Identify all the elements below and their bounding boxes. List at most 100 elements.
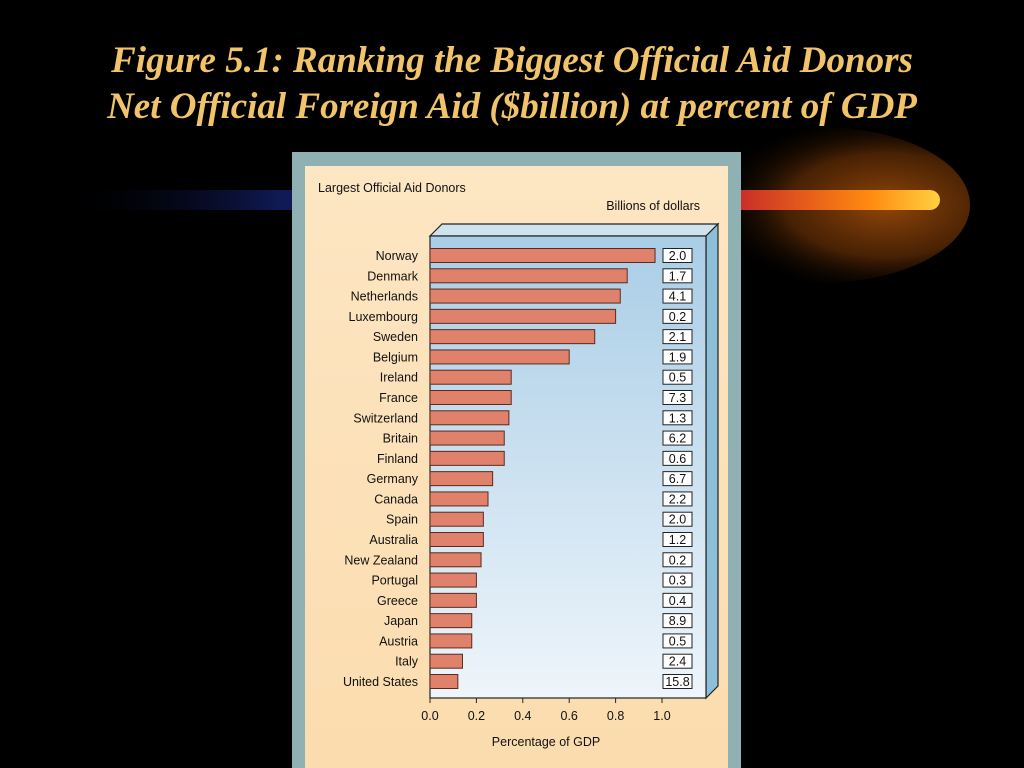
billions-value: 1.3 bbox=[669, 411, 686, 425]
bar-greece bbox=[429, 592, 477, 608]
bar-new-zealand bbox=[429, 552, 482, 568]
billions-value-box bbox=[662, 511, 693, 527]
billions-value-box bbox=[662, 349, 693, 365]
bar-denmark bbox=[429, 268, 628, 284]
bar-australia bbox=[429, 532, 484, 547]
bar-japan bbox=[429, 613, 473, 629]
billions-value-box bbox=[662, 552, 693, 568]
category-label: Denmark bbox=[367, 269, 418, 283]
bar-switzerland bbox=[429, 410, 510, 426]
slide-title: Figure 5.1: Ranking the Biggest Official… bbox=[0, 38, 1024, 130]
billions-value: 1.9 bbox=[669, 350, 686, 364]
x-tick-label: 0.6 bbox=[561, 709, 578, 723]
billions-value: 4.1 bbox=[669, 290, 686, 304]
billions-value-box bbox=[662, 268, 693, 284]
category-label: Switzerland bbox=[353, 411, 418, 425]
category-label: Netherlands bbox=[351, 290, 418, 304]
billions-values: 2.0 1.7 4.1 0.2 2.1 1.9 0.5 7.3 1.3 6.2 0.6 6.7 2.2 2… bbox=[662, 248, 693, 689]
bar-netherlands bbox=[429, 288, 621, 304]
bars-group bbox=[429, 248, 656, 689]
billions-value: 0.3 bbox=[669, 574, 686, 588]
billions-value-box bbox=[662, 369, 693, 385]
bar-ireland bbox=[429, 369, 512, 385]
billions-value: 0.2 bbox=[669, 553, 686, 567]
category-label: Norway bbox=[376, 249, 419, 263]
bar-sweden bbox=[429, 329, 596, 345]
billions-value-box bbox=[662, 572, 693, 588]
billions-value: 0.5 bbox=[669, 371, 686, 385]
x-tick-label: 0.0 bbox=[421, 709, 438, 723]
billions-value-box bbox=[662, 532, 693, 547]
x-tick-label: 1.0 bbox=[653, 709, 670, 723]
bar-italy bbox=[429, 653, 463, 669]
category-label: Finland bbox=[377, 452, 418, 466]
category-label: Sweden bbox=[373, 330, 418, 344]
x-tick-label: 0.4 bbox=[514, 709, 531, 723]
billions-value: 6.7 bbox=[669, 472, 686, 486]
plot-area bbox=[429, 235, 707, 699]
bar-finland bbox=[429, 450, 505, 466]
billions-value: 2.0 bbox=[669, 249, 686, 263]
billions-value-box bbox=[662, 491, 693, 507]
billions-value-box bbox=[662, 410, 693, 426]
category-label: United States bbox=[343, 675, 418, 689]
billions-value: 8.9 bbox=[669, 614, 686, 628]
category-label: Canada bbox=[374, 492, 418, 506]
billions-value-box bbox=[662, 329, 693, 345]
bar-united-states bbox=[429, 674, 459, 689]
billions-value-box bbox=[662, 653, 693, 669]
bar-spain bbox=[429, 511, 484, 527]
billions-value-box bbox=[662, 288, 693, 304]
bar-portugal bbox=[429, 572, 477, 588]
billions-value: 1.7 bbox=[669, 269, 686, 283]
billions-value-box bbox=[662, 248, 693, 263]
x-tick-label: 0.8 bbox=[607, 709, 624, 723]
slide-title-line-2: Net Official Foreign Aid ($billion) at p… bbox=[107, 86, 917, 127]
billions-value: 1.2 bbox=[669, 533, 686, 547]
billions-value: 2.1 bbox=[669, 330, 686, 344]
slide-title-line-1: Figure 5.1: Ranking the Biggest Official… bbox=[111, 40, 913, 81]
bar-belgium bbox=[429, 349, 570, 365]
category-labels: Norway Denmark Netherlands Luxembourg Sweden… bbox=[343, 249, 419, 689]
bar-luxembourg bbox=[429, 308, 617, 324]
billions-value-box bbox=[662, 471, 693, 487]
bar-germany bbox=[429, 471, 494, 487]
category-label: Britain bbox=[383, 432, 418, 446]
category-label: Portugal bbox=[371, 574, 418, 588]
category-label: Italy bbox=[395, 655, 419, 669]
billions-value: 2.4 bbox=[669, 655, 686, 669]
billions-value: 0.5 bbox=[669, 634, 686, 648]
bar-france bbox=[429, 390, 512, 405]
plot-top-face bbox=[428, 223, 720, 237]
bar-norway bbox=[429, 248, 656, 263]
category-label: France bbox=[379, 391, 418, 405]
category-label: Austria bbox=[379, 634, 418, 648]
billions-value: 15.8 bbox=[665, 675, 689, 689]
x-tick-label: 0.2 bbox=[468, 709, 485, 723]
billions-value-box bbox=[662, 430, 693, 446]
billions-value: 7.3 bbox=[669, 391, 686, 405]
billions-value: 0.2 bbox=[669, 310, 686, 324]
billions-value: 2.0 bbox=[669, 513, 686, 527]
chart-title: Largest Official Aid Donors bbox=[318, 181, 466, 195]
billions-value-box bbox=[662, 592, 693, 608]
billions-value: 2.2 bbox=[669, 492, 686, 506]
billions-value: 0.6 bbox=[669, 452, 686, 466]
category-label: New Zealand bbox=[344, 553, 418, 567]
bar-austria bbox=[429, 633, 473, 649]
billions-value-box bbox=[662, 450, 693, 466]
category-label: Spain bbox=[386, 513, 418, 527]
bar-canada bbox=[429, 491, 489, 507]
category-label: Ireland bbox=[380, 371, 418, 385]
billions-value-box bbox=[662, 674, 693, 689]
category-label: Greece bbox=[377, 594, 418, 608]
billions-header: Billions of dollars bbox=[606, 199, 700, 213]
x-axis-label: Percentage of GDP bbox=[492, 735, 600, 749]
x-axis: 0.0 0.2 0.4 0.6 0.8 1.0 bbox=[421, 698, 671, 723]
bar-britain bbox=[429, 430, 505, 446]
billions-value-box bbox=[662, 308, 693, 324]
billions-value-box bbox=[662, 390, 693, 405]
category-label: Belgium bbox=[373, 350, 418, 364]
category-label: Japan bbox=[384, 614, 418, 628]
